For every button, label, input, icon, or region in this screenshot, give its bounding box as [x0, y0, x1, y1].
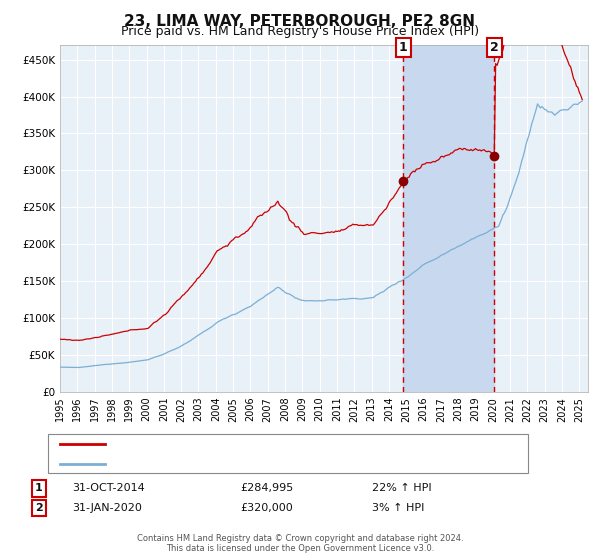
- Text: 1: 1: [35, 483, 43, 493]
- Text: 3% ↑ HPI: 3% ↑ HPI: [372, 503, 424, 513]
- Text: Contains HM Land Registry data © Crown copyright and database right 2024.
This d: Contains HM Land Registry data © Crown c…: [137, 534, 463, 553]
- Text: Price paid vs. HM Land Registry's House Price Index (HPI): Price paid vs. HM Land Registry's House …: [121, 25, 479, 38]
- Text: £320,000: £320,000: [240, 503, 293, 513]
- Text: 2: 2: [35, 503, 43, 513]
- Text: 23, LIMA WAY, PETERBOROUGH, PE2 8GN: 23, LIMA WAY, PETERBOROUGH, PE2 8GN: [125, 14, 476, 29]
- Text: 31-JAN-2020: 31-JAN-2020: [72, 503, 142, 513]
- Text: HPI: Average price, detached house, City of Peterborough: HPI: Average price, detached house, City…: [111, 459, 412, 469]
- Text: 31-OCT-2014: 31-OCT-2014: [72, 483, 145, 493]
- Bar: [403, 45, 494, 392]
- Text: 1: 1: [399, 41, 407, 54]
- Text: 23, LIMA WAY, PETERBOROUGH, PE2 8GN (detached house): 23, LIMA WAY, PETERBOROUGH, PE2 8GN (det…: [111, 439, 421, 449]
- Text: 2: 2: [490, 41, 499, 54]
- Text: £284,995: £284,995: [240, 483, 293, 493]
- Text: 22% ↑ HPI: 22% ↑ HPI: [372, 483, 431, 493]
